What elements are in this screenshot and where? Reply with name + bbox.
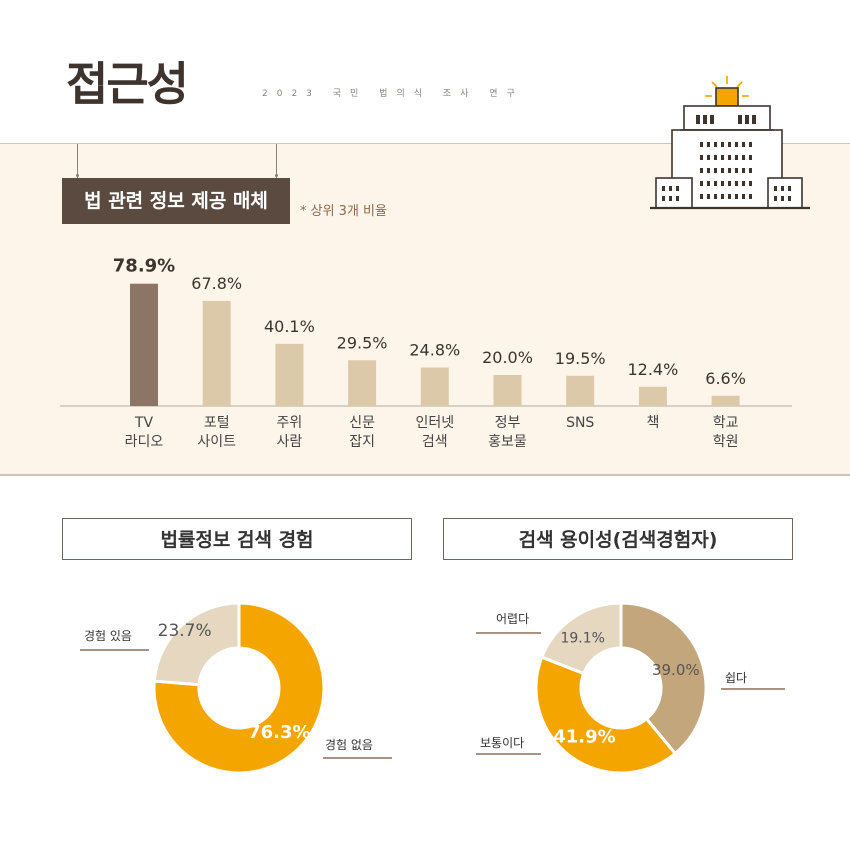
bar <box>566 375 595 406</box>
divider-bottom <box>0 474 850 476</box>
hanger-line-left <box>77 144 78 178</box>
bar <box>711 395 740 406</box>
bar-category-label: 정부 <box>495 415 521 431</box>
bar-value-label: 78.9% <box>113 256 175 277</box>
donut-left-title: 법률정보 검색 경험 <box>62 518 412 560</box>
bar-category-label: 잡지 <box>349 434 375 450</box>
bar-category-label: 학원 <box>713 434 739 450</box>
bar-category-label: 인터넷 <box>415 415 454 431</box>
bar-value-label: 67.8% <box>191 274 242 293</box>
bar-category-label: 홍보물 <box>488 434 527 450</box>
bar-value-label: 20.0% <box>482 348 533 367</box>
donut-value-label: 76.3% <box>248 722 310 743</box>
donut-category-label: 어렵다 <box>496 612 529 626</box>
bar-value-label: 40.1% <box>264 317 315 336</box>
donut-value-label: 23.7% <box>158 621 212 641</box>
hanger-line-right <box>276 144 277 178</box>
bar-section-title: 법 관련 정보 제공 매체 <box>84 190 268 212</box>
donut-slice <box>152 601 241 687</box>
bar-category-label: 신문 <box>349 415 375 431</box>
bar-category-label: SNS <box>566 415 594 431</box>
bar <box>420 367 449 406</box>
bar-category-label: TV <box>134 415 154 431</box>
bar-value-label: 29.5% <box>337 333 388 352</box>
donut-value-label: 41.9% <box>553 727 615 748</box>
donut-category-label: 경험 있음 <box>84 629 132 643</box>
section-title-box <box>62 178 290 224</box>
bar-category-label: 검색 <box>422 434 448 450</box>
hanger-dot-left <box>76 174 79 177</box>
courthouse-building-icon <box>650 76 810 210</box>
donut-category-label: 보통이다 <box>480 736 524 750</box>
bar-value-label: 12.4% <box>627 360 678 379</box>
bar-category-label: 사이트 <box>197 434 236 450</box>
donut-slice <box>539 601 623 676</box>
page-title: 접근성 <box>66 57 189 111</box>
bar <box>130 283 158 406</box>
donut-slice <box>152 601 326 775</box>
bar <box>202 300 231 406</box>
bar-category-label: 포털 <box>204 415 230 431</box>
donut-value-label: 19.1% <box>560 630 604 646</box>
bar <box>638 386 667 406</box>
bar-value-label: 6.6% <box>705 369 746 388</box>
donut-slice <box>619 601 708 756</box>
donut-right-title: 검색 용이성(검색경험자) <box>443 518 793 560</box>
bar-category-label: 주위 <box>277 415 303 431</box>
bar-category-label: 학교 <box>713 415 739 431</box>
bar-category-label: 사람 <box>277 434 303 450</box>
donut-category-label: 쉽다 <box>725 671 747 685</box>
page-subtitle: 2023 국민 법의식 조사 연구 <box>262 89 524 99</box>
bar-value-label: 19.5% <box>555 349 606 368</box>
bar-value-label: 24.8% <box>409 341 460 360</box>
hanger-dot-right <box>275 174 278 177</box>
bar <box>348 360 377 406</box>
bar-section-note: * 상위 3개 비율 <box>300 204 387 219</box>
bar-category-label: 책 <box>646 415 659 431</box>
bar <box>493 375 522 406</box>
bar <box>275 343 304 406</box>
donut-category-label: 경험 없음 <box>325 738 373 752</box>
divider-top <box>0 143 850 144</box>
bar-category-label: 라디오 <box>125 434 164 450</box>
donut-slice <box>534 655 678 775</box>
donut-value-label: 39.0% <box>652 661 700 679</box>
